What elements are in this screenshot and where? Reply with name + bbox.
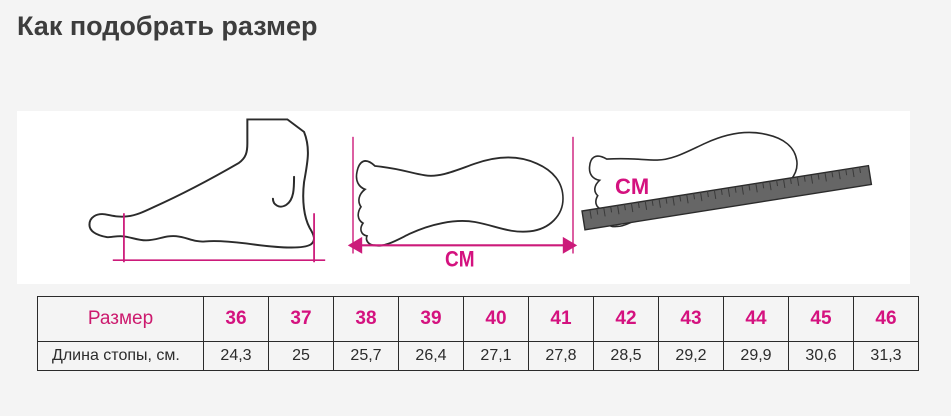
svg-text:CM: CM — [445, 247, 475, 271]
svg-text:CM: CM — [615, 174, 649, 199]
